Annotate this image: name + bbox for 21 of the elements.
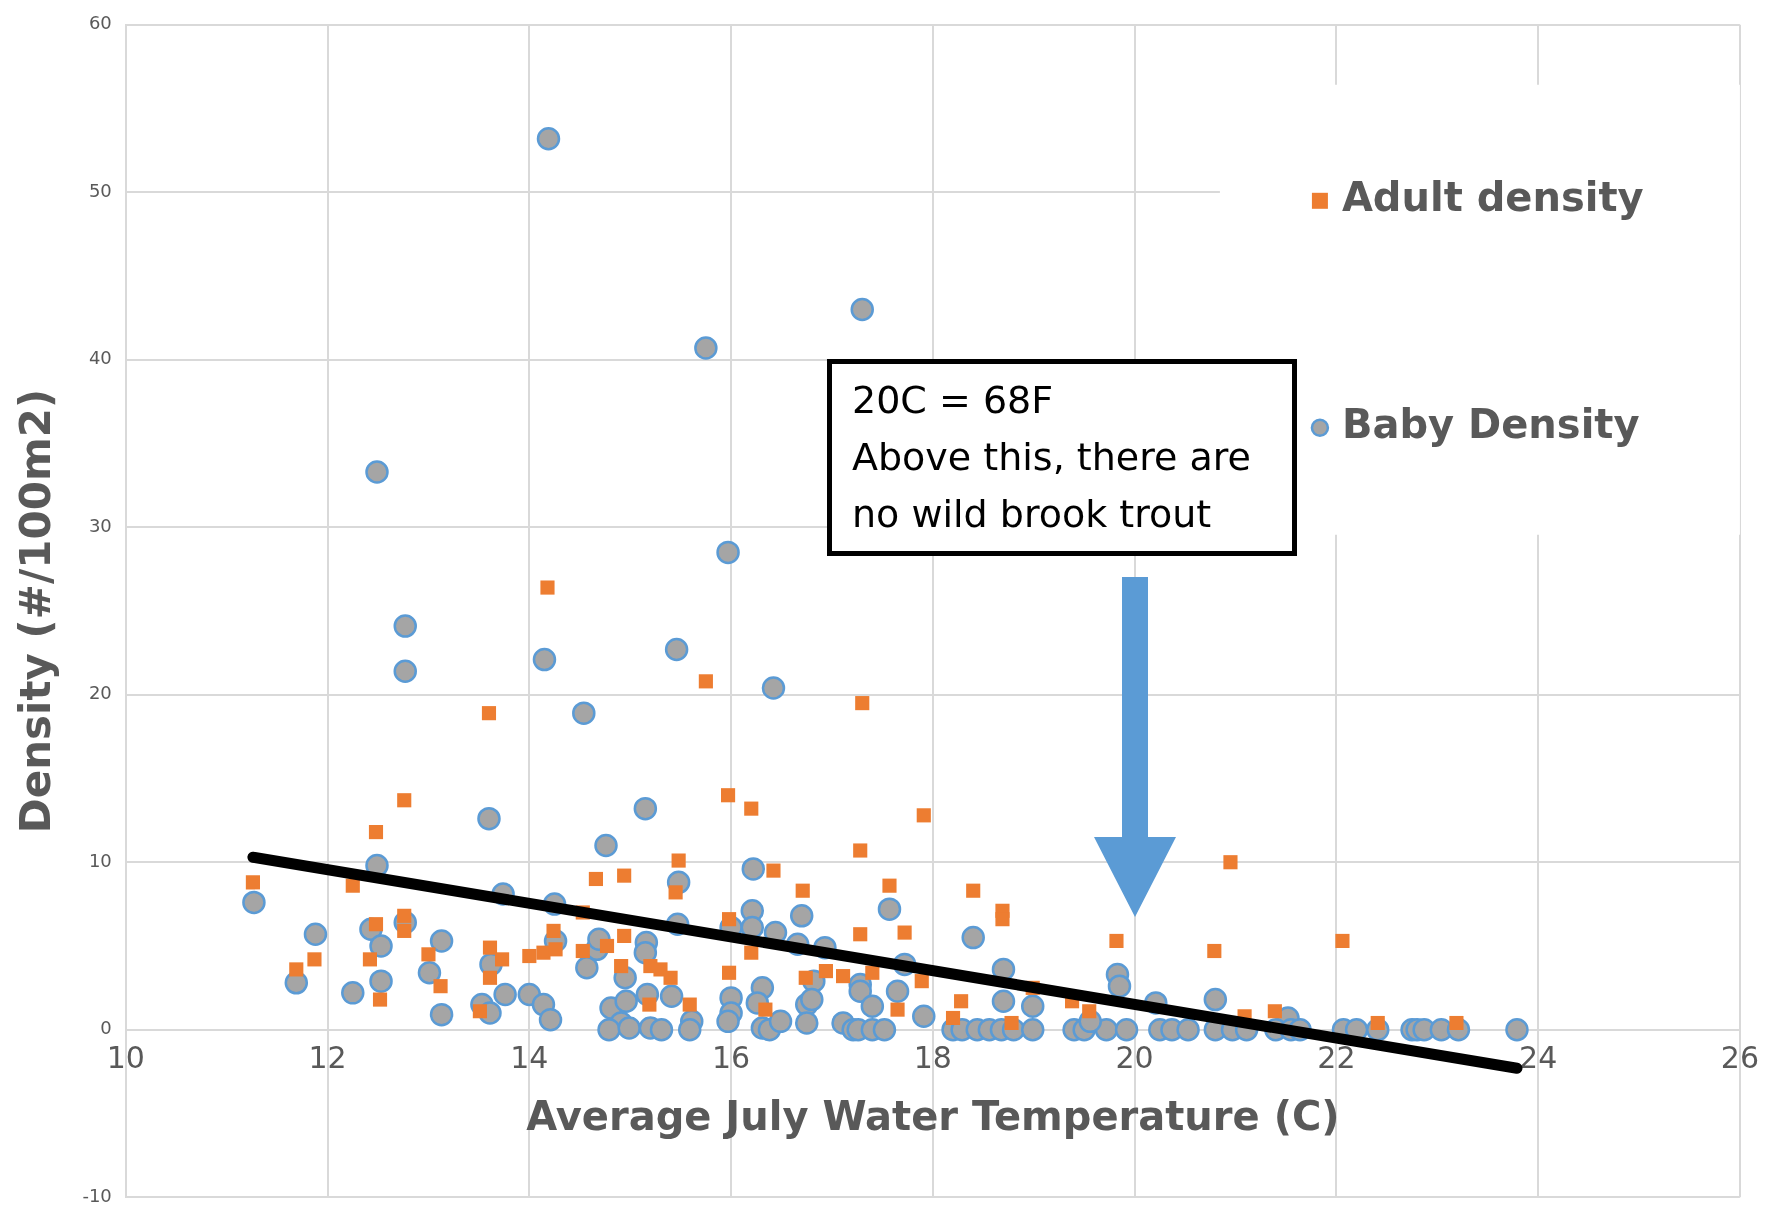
x-tick-label: 22 xyxy=(1317,1039,1356,1075)
x-axis-title: Average July Water Temperature (C) xyxy=(526,1093,1340,1140)
legend-label: Baby Density xyxy=(1341,401,1640,448)
y-tick-label: 60 xyxy=(88,12,112,34)
x-tick-label: 26 xyxy=(1720,1039,1760,1075)
y-tick-label: 10 xyxy=(88,849,112,871)
x-tick-label: 14 xyxy=(510,1039,549,1075)
y-tick-label: 30 xyxy=(88,514,112,536)
y-axis-title: Density (#/100m2) xyxy=(11,388,61,834)
y-tick-label: 50 xyxy=(88,179,112,201)
x-tick-label: 20 xyxy=(1115,1039,1154,1075)
annotation: 20C = 68F Above this, there are no wild brook trout xyxy=(827,359,1297,556)
legend-label: Adult density xyxy=(1341,174,1644,221)
y-tick-label: 20 xyxy=(88,682,112,704)
y-tick-label: 40 xyxy=(88,347,112,369)
x-tick-label: 18 xyxy=(913,1039,952,1075)
y-tick-label: 0 xyxy=(100,1017,112,1039)
x-tick-label: 24 xyxy=(1519,1039,1558,1075)
y-tick-label: -10 xyxy=(82,1184,112,1206)
x-tick-label: 12 xyxy=(308,1039,347,1075)
x-tick-label: 16 xyxy=(712,1039,751,1075)
